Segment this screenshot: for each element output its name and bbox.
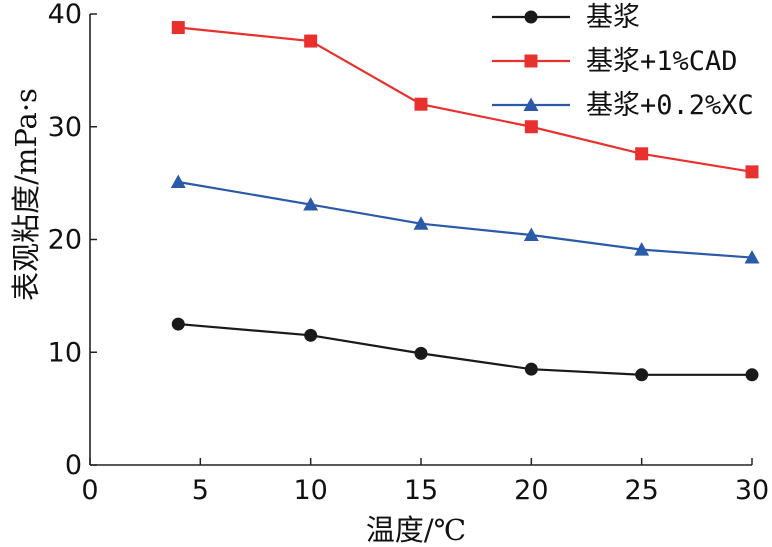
series-line bbox=[178, 322, 752, 376]
axes: 0 5 10 15 20 25 30 0 10 20 30 40 bbox=[48, 0, 770, 506]
data-point bbox=[414, 97, 428, 111]
y-tick-label: 30 bbox=[48, 112, 82, 143]
data-point bbox=[745, 165, 759, 179]
data-point bbox=[523, 97, 539, 111]
x-tick-label: 0 bbox=[81, 475, 98, 506]
series-line bbox=[178, 26, 753, 173]
data-point bbox=[524, 10, 538, 24]
y-tick-label: 40 bbox=[48, 0, 82, 30]
data-point bbox=[304, 328, 318, 342]
data-point bbox=[413, 216, 429, 230]
x-tick-label: 30 bbox=[735, 475, 769, 506]
y-tick-label: 20 bbox=[48, 225, 82, 256]
series-layer bbox=[170, 21, 760, 382]
series-group bbox=[171, 21, 759, 179]
data-point bbox=[634, 242, 650, 256]
x-tick-label: 5 bbox=[192, 475, 209, 506]
x-tick-label: 15 bbox=[404, 475, 438, 506]
legend-label: 基浆+1%CAD bbox=[586, 46, 738, 77]
legend-label: 基浆+0.2%XC bbox=[586, 90, 754, 121]
data-point bbox=[524, 120, 538, 134]
series-line bbox=[178, 180, 753, 259]
data-point bbox=[745, 368, 759, 382]
y-tick-label: 0 bbox=[65, 450, 82, 481]
data-point bbox=[635, 147, 649, 161]
data-point bbox=[414, 346, 428, 360]
data-point bbox=[304, 34, 318, 48]
data-point bbox=[523, 227, 539, 241]
y-axis-title: 表观粘度/mPa·s bbox=[9, 88, 43, 301]
x-axis-title: 温度/℃ bbox=[366, 513, 466, 547]
legend-label: 基浆 bbox=[586, 2, 640, 33]
data-point bbox=[171, 317, 185, 331]
data-point bbox=[170, 174, 186, 188]
series-group bbox=[171, 317, 759, 382]
data-point bbox=[524, 362, 538, 376]
data-point bbox=[171, 21, 185, 35]
data-point bbox=[303, 197, 319, 211]
x-tick-label: 25 bbox=[624, 475, 658, 506]
data-point bbox=[744, 250, 760, 264]
x-tick-label: 20 bbox=[514, 475, 548, 506]
x-tick-label: 10 bbox=[293, 475, 327, 506]
series-group bbox=[170, 174, 760, 264]
data-point bbox=[635, 368, 649, 382]
y-tick-label: 10 bbox=[48, 337, 82, 368]
data-point bbox=[524, 54, 538, 68]
